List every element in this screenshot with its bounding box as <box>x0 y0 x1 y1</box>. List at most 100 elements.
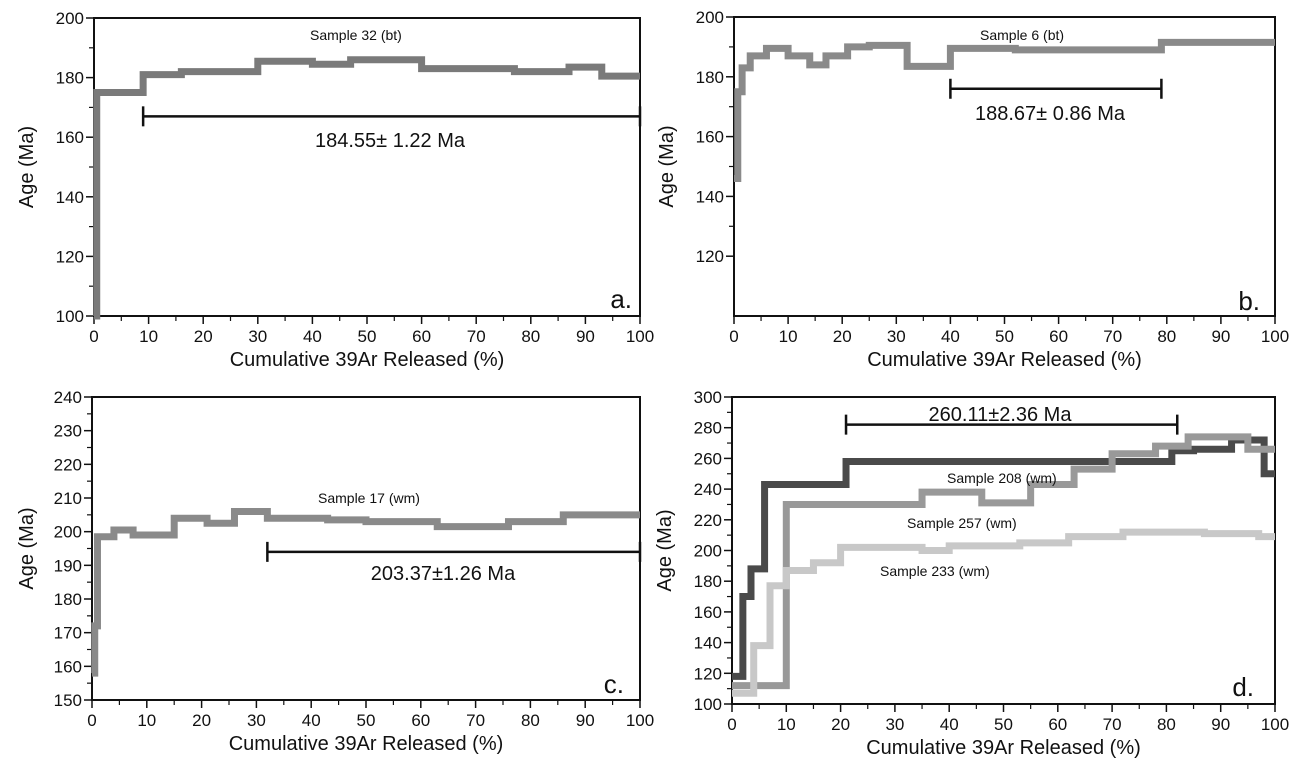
x-tick-label: 0 <box>727 715 736 734</box>
y-axis-label-a: Age (Ma) <box>16 126 38 208</box>
y-tick-label: 160 <box>694 603 722 622</box>
y-tick-label: 120 <box>696 247 724 266</box>
y-tick-label: 240 <box>694 480 722 499</box>
x-tick-label: 70 <box>1103 327 1122 346</box>
panel-label-d: d. <box>1232 672 1254 702</box>
x-tick-label: 80 <box>1157 327 1176 346</box>
y-axis-label-b: Age (Ma) <box>656 125 678 207</box>
x-tick-label: 10 <box>777 715 796 734</box>
y-axis-label-c: Age (Ma) <box>16 507 38 589</box>
series-label-c: Sample 17 (wm) <box>318 490 420 506</box>
x-tick-label: 70 <box>1103 715 1122 734</box>
x-axis-b: 0 10 20 30 40 50 60 70 80 90 100 <box>729 316 1289 346</box>
y-tick-label: 100 <box>694 695 722 714</box>
y-tick-label: 120 <box>694 664 722 683</box>
x-tick-label: 20 <box>194 327 213 346</box>
x-axis-d: 0 10 20 30 40 50 60 70 80 90 100 <box>727 704 1289 734</box>
x-tick-label: 50 <box>357 711 376 730</box>
y-tick-label: 140 <box>56 188 84 207</box>
plateau-age-label-d: 260.11±2.36 Ma <box>929 404 1073 426</box>
x-tick-label: 90 <box>1211 715 1230 734</box>
series-label-d-233: Sample 233 (wm) <box>880 563 990 579</box>
y-tick-label: 260 <box>694 449 722 468</box>
plateau-age-label-a: 184.55± 1.22 Ma <box>315 130 466 152</box>
series-group-a <box>93 56 640 320</box>
x-tick-label: 50 <box>358 327 377 346</box>
x-tick-label: 100 <box>626 711 654 730</box>
x-axis-label-d: Cumulative 39Ar Released (%) <box>866 737 1141 759</box>
panel-label-c: c. <box>604 669 624 699</box>
x-tick-label: 60 <box>1049 327 1068 346</box>
age-spectrum-sample-6 <box>734 38 1275 182</box>
x-tick-label: 30 <box>885 715 904 734</box>
y-axis-label-d: Age (Ma) <box>654 509 676 591</box>
age-spectrum-sample-233 <box>732 528 1275 697</box>
plateau-c <box>266 541 642 562</box>
x-tick-label: 20 <box>833 327 852 346</box>
x-tick-label: 70 <box>467 327 486 346</box>
x-tick-label: 50 <box>994 715 1013 734</box>
x-tick-label: 20 <box>831 715 850 734</box>
x-tick-label: 50 <box>995 327 1014 346</box>
y-tick-label: 190 <box>54 556 82 575</box>
series-group-c <box>91 507 640 677</box>
x-axis-label-c: Cumulative 39Ar Released (%) <box>229 733 504 755</box>
y-tick-label: 140 <box>694 634 722 653</box>
y-tick-label: 240 <box>54 388 82 407</box>
plateau-a <box>141 106 642 127</box>
x-axis-c: 0 10 20 30 40 50 60 70 80 90 100 <box>87 700 654 730</box>
y-tick-label: 180 <box>696 68 724 87</box>
x-tick-label: 60 <box>1048 715 1067 734</box>
x-tick-label: 90 <box>576 711 595 730</box>
plot-frame-c <box>91 396 641 701</box>
panel-d: 100 120 140 160 180 200 220 240 260 280 300 0 10 20 3… <box>654 388 1289 759</box>
x-tick-label: 100 <box>1261 327 1289 346</box>
y-tick-label: 100 <box>56 307 84 326</box>
y-tick-label: 200 <box>56 9 84 28</box>
plateau-age-label-b: 188.67± 0.86 Ma <box>975 103 1126 125</box>
y-axis-d: 100 120 140 160 180 200 220 240 260 280 300 <box>694 388 732 714</box>
x-tick-label: 60 <box>411 711 430 730</box>
series-label-d-257: Sample 257 (wm) <box>907 515 1017 531</box>
x-tick-label: 60 <box>412 327 431 346</box>
x-tick-label: 30 <box>247 711 266 730</box>
y-tick-label: 280 <box>694 419 722 438</box>
y-tick-label: 230 <box>54 422 82 441</box>
y-tick-label: 160 <box>696 128 724 147</box>
y-tick-label: 140 <box>696 187 724 206</box>
x-tick-label: 20 <box>192 711 211 730</box>
y-tick-label: 180 <box>56 69 84 88</box>
x-tick-label: 100 <box>1261 715 1289 734</box>
y-tick-label: 120 <box>56 247 84 266</box>
x-tick-label: 100 <box>626 327 654 346</box>
y-tick-label: 200 <box>696 8 724 27</box>
x-axis-label-b: Cumulative 39Ar Released (%) <box>867 349 1142 371</box>
y-tick-label: 160 <box>54 657 82 676</box>
y-tick-label: 210 <box>54 489 82 508</box>
y-tick-label: 300 <box>694 388 722 407</box>
plateau-age-label-c: 203.37±1.26 Ma <box>371 563 516 585</box>
x-tick-label: 10 <box>779 327 798 346</box>
series-label-b: Sample 6 (bt) <box>980 27 1064 43</box>
y-tick-label: 220 <box>694 511 722 530</box>
x-axis-label-a: Cumulative 39Ar Released (%) <box>230 349 505 371</box>
x-tick-label: 40 <box>303 327 322 346</box>
plateau-b <box>949 78 1163 99</box>
panel-a: 100 120 140 160 180 200 0 10 20 30 40 50 60 70 80 90 10… <box>16 9 654 371</box>
x-tick-label: 0 <box>89 327 98 346</box>
age-spectrum-sample-257 <box>732 433 1275 690</box>
x-tick-label: 90 <box>576 327 595 346</box>
x-tick-label: 80 <box>1157 715 1176 734</box>
x-tick-label: 0 <box>729 327 738 346</box>
age-spectrum-sample-32 <box>93 56 640 320</box>
plateau-d <box>844 414 1179 435</box>
y-tick-label: 220 <box>54 455 82 474</box>
series-group-b <box>734 38 1275 182</box>
series-label-d-208: Sample 208 (wm) <box>947 470 1057 486</box>
y-axis-a: 100 120 140 160 180 200 <box>56 9 94 326</box>
x-tick-label: 40 <box>302 711 321 730</box>
x-tick-label: 90 <box>1211 327 1230 346</box>
x-tick-label: 30 <box>887 327 906 346</box>
y-tick-label: 200 <box>54 523 82 542</box>
panel-label-a: a. <box>610 284 632 314</box>
